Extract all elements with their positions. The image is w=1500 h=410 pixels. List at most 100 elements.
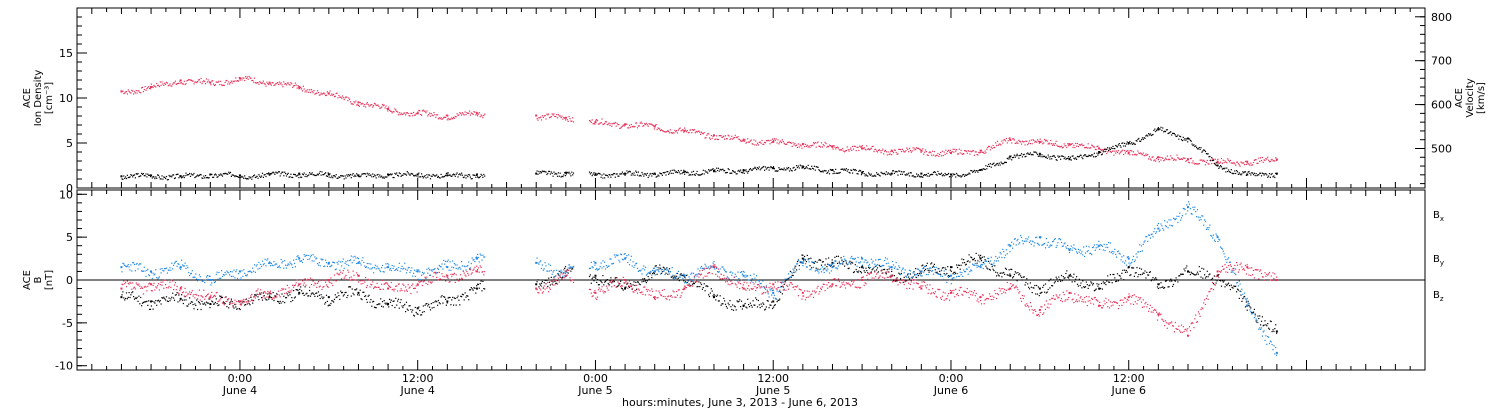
- by-dot: [445, 260, 447, 262]
- density-dot: [1113, 147, 1115, 150]
- density-point: [564, 171, 567, 174]
- by-dot: [907, 274, 909, 276]
- bx-dot: [716, 294, 719, 296]
- bx-dot: [673, 276, 675, 278]
- density-dot: [270, 173, 272, 175]
- velocity-dot: [332, 94, 334, 96]
- velocity-dot: [947, 150, 949, 152]
- density-dot: [1021, 156, 1023, 158]
- velocity-dot: [333, 96, 336, 98]
- velocity-dot: [751, 143, 753, 145]
- bx-dot: [1146, 271, 1148, 273]
- density-dot: [349, 173, 352, 176]
- density-dot: [462, 176, 464, 179]
- velocity-dot: [1080, 143, 1082, 146]
- density-dot: [703, 173, 705, 175]
- by-dot: [839, 263, 841, 265]
- by-dot: [174, 261, 176, 263]
- bx-dot: [216, 303, 218, 305]
- velocity-dot: [762, 143, 764, 145]
- bx-dot: [1178, 275, 1180, 277]
- density-dot: [677, 170, 679, 172]
- by-dot: [612, 263, 614, 265]
- bx-dot: [571, 268, 573, 270]
- by-dot: [255, 265, 257, 267]
- density-dot: [917, 174, 919, 176]
- density-dot: [445, 174, 447, 176]
- bx-dot: [442, 302, 444, 304]
- bx-dot: [421, 314, 423, 316]
- bx-dot: [481, 290, 483, 292]
- bx-dot: [620, 280, 622, 282]
- velocity-dot: [451, 117, 453, 119]
- velocity-dot: [705, 137, 707, 139]
- bx-dot: [561, 277, 563, 279]
- velocity-dot: [1257, 162, 1259, 164]
- density-dot: [851, 169, 853, 172]
- bx-dot: [800, 262, 802, 264]
- bx-dot: [1069, 273, 1071, 275]
- bx-dot: [480, 280, 482, 282]
- density-dot: [588, 171, 591, 173]
- velocity-dot: [1245, 163, 1247, 165]
- bx-dot: [477, 283, 479, 285]
- velocity-dot: [1063, 143, 1065, 145]
- by-dot: [902, 267, 904, 269]
- bx-dot: [677, 277, 679, 279]
- velocity-dot: [1183, 157, 1185, 159]
- bx-dot: [428, 303, 430, 305]
- density-dot: [692, 174, 694, 176]
- bx-dot: [646, 280, 648, 282]
- density-dot: [715, 171, 717, 173]
- density-dot: [978, 169, 980, 172]
- velocity-dot: [916, 147, 918, 149]
- velocity-dot: [956, 153, 959, 155]
- bx-dot: [1123, 279, 1125, 281]
- by-dot: [782, 281, 784, 283]
- bx-dot: [266, 299, 268, 301]
- velocity-dot: [254, 82, 256, 84]
- density-dot: [768, 169, 770, 171]
- bx-dot: [241, 301, 243, 303]
- velocity-dot: [1059, 146, 1061, 148]
- velocity-dot: [282, 86, 284, 88]
- density-dot: [1062, 155, 1064, 158]
- by-dot: [400, 268, 402, 270]
- bx-dot: [1063, 277, 1065, 279]
- velocity-dot: [674, 129, 676, 131]
- density-dot: [332, 177, 334, 179]
- bx-dot: [752, 300, 754, 302]
- bx-dot: [862, 267, 864, 269]
- velocity-dot: [318, 94, 320, 96]
- bx-dot: [1056, 278, 1058, 280]
- density-dot: [1027, 152, 1029, 154]
- by-dot: [624, 253, 626, 255]
- density-dot: [1018, 157, 1020, 159]
- by-dot: [300, 260, 302, 262]
- density-dot: [479, 176, 481, 178]
- bx-dot: [1179, 275, 1181, 277]
- velocity-dot: [1135, 154, 1137, 156]
- bx-dot: [715, 299, 717, 301]
- density-dot: [359, 176, 361, 178]
- density-dot: [732, 170, 735, 172]
- bx-point: [979, 257, 982, 260]
- velocity-dot: [1276, 159, 1278, 162]
- bx-dot: [674, 275, 676, 277]
- bx-dot: [1250, 307, 1252, 309]
- density-dot: [368, 173, 370, 175]
- bx-dot: [1118, 274, 1120, 277]
- by-dot: [316, 257, 318, 259]
- bx-dot: [303, 294, 305, 296]
- velocity-dot: [883, 153, 885, 155]
- density-dot: [772, 167, 774, 169]
- velocity-dot: [473, 111, 475, 113]
- by-dot: [1018, 243, 1020, 245]
- velocity-dot: [135, 90, 137, 92]
- density-dot: [820, 171, 822, 173]
- velocity-dot: [666, 131, 668, 133]
- density-dot: [465, 177, 467, 179]
- density-dot: [879, 175, 881, 177]
- velocity-dot: [338, 94, 340, 97]
- by-dot: [233, 269, 235, 271]
